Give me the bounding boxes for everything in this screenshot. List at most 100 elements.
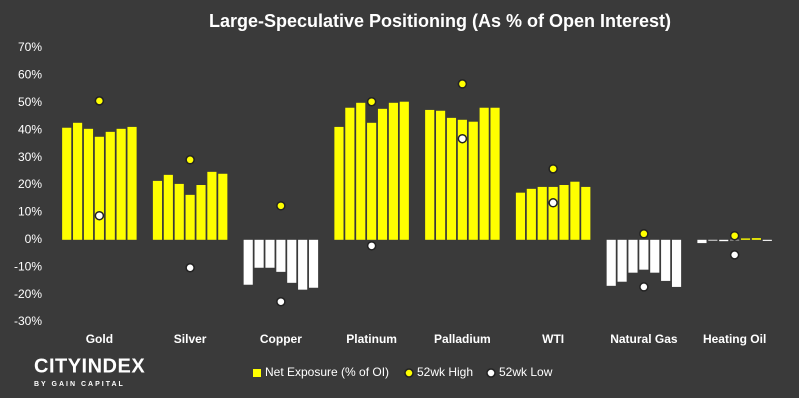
- legend-label: 52wk High: [417, 365, 473, 379]
- high-dot: [457, 79, 468, 89]
- bar: [287, 239, 297, 283]
- bar: [254, 239, 264, 268]
- bar: [639, 239, 649, 270]
- high-dot: [276, 201, 286, 211]
- y-tick-label: 40%: [18, 122, 42, 136]
- low-dot: [639, 282, 649, 292]
- y-tick-label: 30%: [18, 150, 42, 164]
- bar: [526, 188, 536, 240]
- y-tick-label: 0%: [25, 232, 43, 246]
- bar: [671, 239, 682, 287]
- bar: [446, 117, 457, 240]
- low-dot: [457, 133, 468, 144]
- chart-title: Large-Speculative Positioning (As % of O…: [209, 11, 671, 31]
- x-tick-label: Platinum: [346, 332, 397, 346]
- y-tick-label: 50%: [18, 95, 42, 109]
- bar: [515, 192, 526, 240]
- bar: [116, 128, 126, 240]
- y-tick-label: -30%: [14, 314, 42, 328]
- bar: [628, 239, 638, 273]
- legend-label: Net Exposure (% of OI): [265, 365, 389, 379]
- bar: [650, 239, 660, 273]
- brand-tagline: BY GAIN CAPITAL: [34, 381, 125, 388]
- bar: [367, 122, 377, 240]
- bar: [356, 102, 366, 240]
- high-dot: [94, 96, 105, 106]
- x-tick-label: WTI: [542, 332, 564, 346]
- low-dot: [548, 198, 558, 208]
- high-dot: [639, 229, 649, 239]
- legend-swatch: [253, 369, 261, 377]
- bar: [457, 119, 467, 240]
- y-tick-label: 70%: [18, 40, 42, 54]
- bar: [548, 186, 558, 240]
- x-tick-label: Gold: [86, 332, 113, 346]
- x-tick-label: Heating Oil: [703, 332, 766, 346]
- bar: [581, 186, 591, 240]
- x-tick-label: Palladium: [434, 332, 491, 346]
- low-dot: [729, 250, 740, 260]
- bar: [719, 239, 729, 242]
- low-dot: [94, 210, 105, 221]
- low-dot: [185, 262, 195, 273]
- bar: [163, 174, 173, 240]
- y-tick-label: 60%: [18, 68, 42, 82]
- bar: [570, 181, 580, 240]
- bar: [73, 122, 83, 240]
- bar: [479, 107, 489, 240]
- bar: [83, 128, 94, 240]
- low-dot: [366, 241, 377, 251]
- bar: [127, 126, 137, 240]
- high-dot: [548, 164, 558, 174]
- bar: [243, 239, 253, 285]
- bar: [345, 107, 355, 240]
- bar: [490, 107, 500, 240]
- bar: [334, 126, 344, 240]
- bar: [468, 121, 478, 240]
- legend-swatch: [486, 368, 496, 378]
- bar: [308, 239, 319, 288]
- bar: [661, 239, 671, 281]
- legend-swatch: [404, 368, 414, 378]
- bar: [196, 185, 206, 240]
- bar: [298, 239, 308, 290]
- bar: [185, 194, 195, 240]
- x-tick-label: Natural Gas: [610, 332, 678, 346]
- bar: [537, 186, 547, 240]
- y-tick-label: -20%: [14, 287, 42, 301]
- y-tick-label: 20%: [18, 177, 42, 191]
- high-dot: [185, 155, 195, 165]
- high-dot: [729, 230, 740, 241]
- bar: [751, 238, 761, 240]
- legend-label: 52wk Low: [499, 365, 553, 379]
- bar: [708, 239, 718, 241]
- high-dot: [366, 96, 377, 107]
- bar: [762, 239, 772, 241]
- bar: [617, 239, 627, 282]
- bar: [388, 102, 398, 240]
- bar: [436, 110, 446, 240]
- bar: [276, 239, 286, 272]
- bar: [94, 136, 104, 240]
- x-tick-label: Copper: [260, 332, 302, 346]
- bar: [559, 185, 569, 240]
- bar: [105, 131, 115, 240]
- bar: [377, 108, 388, 240]
- bar: [174, 183, 184, 240]
- x-tick-label: Silver: [174, 332, 207, 346]
- bar: [265, 239, 275, 268]
- bar: [218, 173, 228, 240]
- bar: [697, 239, 707, 244]
- low-dot: [276, 296, 286, 307]
- brand-name: CITYINDEX: [34, 355, 145, 377]
- bar: [425, 109, 435, 240]
- bar: [207, 171, 217, 240]
- y-tick-label: -10%: [14, 259, 42, 273]
- bar: [740, 238, 751, 240]
- bar: [606, 239, 616, 286]
- bar: [399, 101, 409, 240]
- y-tick-label: 10%: [18, 205, 42, 219]
- bar: [152, 180, 163, 240]
- bar: [62, 127, 72, 240]
